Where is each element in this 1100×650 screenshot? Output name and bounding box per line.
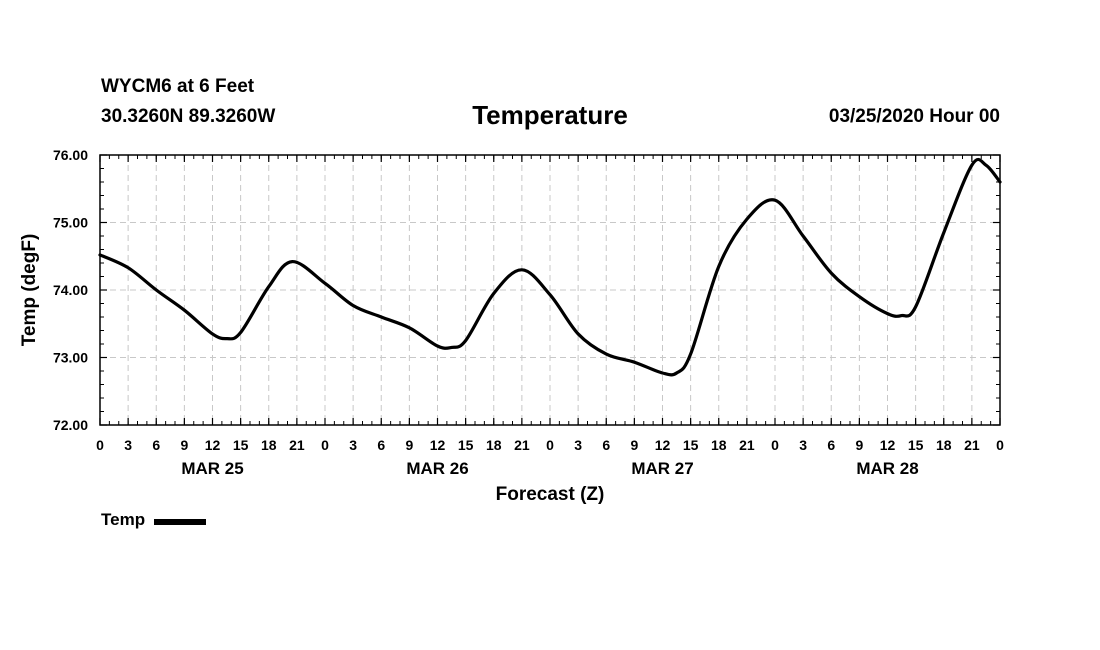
legend: Temp — [101, 510, 207, 530]
x-tick-label: 3 — [349, 437, 357, 453]
x-tick-label: 6 — [827, 437, 835, 453]
x-tick-label: 15 — [683, 437, 699, 453]
x-tick-label: 12 — [205, 437, 221, 453]
date-label: MAR 28 — [856, 459, 918, 478]
y-tick-label: 73.00 — [53, 350, 88, 366]
x-tick-label: 3 — [124, 437, 132, 453]
forecast-run-time: 03/25/2020 Hour 00 — [828, 106, 1000, 127]
x-tick-label: 6 — [602, 437, 610, 453]
date-labels: MAR 25 MAR 26 MAR 27 MAR 28 — [181, 459, 918, 478]
x-tick-label: 3 — [574, 437, 582, 453]
x-tick-label: 9 — [405, 437, 413, 453]
y-tick-label: 74.00 — [53, 282, 88, 298]
x-tick-label: 9 — [855, 437, 863, 453]
legend-swatch — [154, 518, 207, 525]
x-tick-label: 18 — [936, 437, 952, 453]
x-tick-label: 15 — [233, 437, 249, 453]
y-tick-labels: 72.00 73.00 74.00 75.00 76.00 — [53, 147, 88, 433]
grid-lines — [100, 155, 1000, 425]
station-name: WYCM6 at 6 Feet — [101, 76, 255, 97]
y-axis-label: Temp (degF) — [19, 234, 40, 347]
y-tick-label: 75.00 — [53, 215, 88, 231]
date-label: MAR 25 — [181, 459, 243, 478]
x-tick-label: 6 — [152, 437, 160, 453]
x-axis-label: Forecast (Z) — [496, 484, 605, 505]
x-tick-label: 21 — [289, 437, 305, 453]
y-tick-label: 72.00 — [53, 417, 88, 433]
x-tick-label: 21 — [964, 437, 980, 453]
x-tick-label: 12 — [880, 437, 896, 453]
x-tick-label: 9 — [180, 437, 188, 453]
x-tick-label: 21 — [514, 437, 530, 453]
x-tick-label: 21 — [739, 437, 755, 453]
series-line-temp — [98, 157, 1002, 377]
station-coordinates: 30.3260N 89.3260W — [101, 106, 276, 127]
x-tick-label: 12 — [430, 437, 446, 453]
legend-label: Temp — [101, 510, 146, 529]
x-tick-label: 0 — [996, 437, 1004, 453]
x-tick-label: 0 — [771, 437, 779, 453]
x-tick-label: 12 — [655, 437, 671, 453]
axis-ticks — [99, 154, 1001, 426]
x-tick-label: 18 — [711, 437, 727, 453]
x-tick-label: 0 — [96, 437, 104, 453]
x-tick-label: 3 — [799, 437, 807, 453]
x-tick-label: 0 — [546, 437, 554, 453]
x-tick-label: 0 — [321, 437, 329, 453]
date-label: MAR 27 — [631, 459, 693, 478]
x-tick-label: 9 — [630, 437, 638, 453]
x-tick-label: 15 — [908, 437, 924, 453]
x-tick-label: 18 — [486, 437, 502, 453]
x-tick-label: 15 — [458, 437, 474, 453]
x-tick-label: 6 — [377, 437, 385, 453]
date-label: MAR 26 — [406, 459, 468, 478]
x-tick-labels: 0 3 6 9 12 15 18 21 0 3 6 9 12 15 18 21 0 3 6 9 12 15 18 21 0 3 6 9… — [96, 437, 1004, 453]
x-tick-label: 18 — [261, 437, 277, 453]
chart-title: Temperature — [472, 100, 628, 130]
y-tick-label: 76.00 — [53, 147, 88, 163]
